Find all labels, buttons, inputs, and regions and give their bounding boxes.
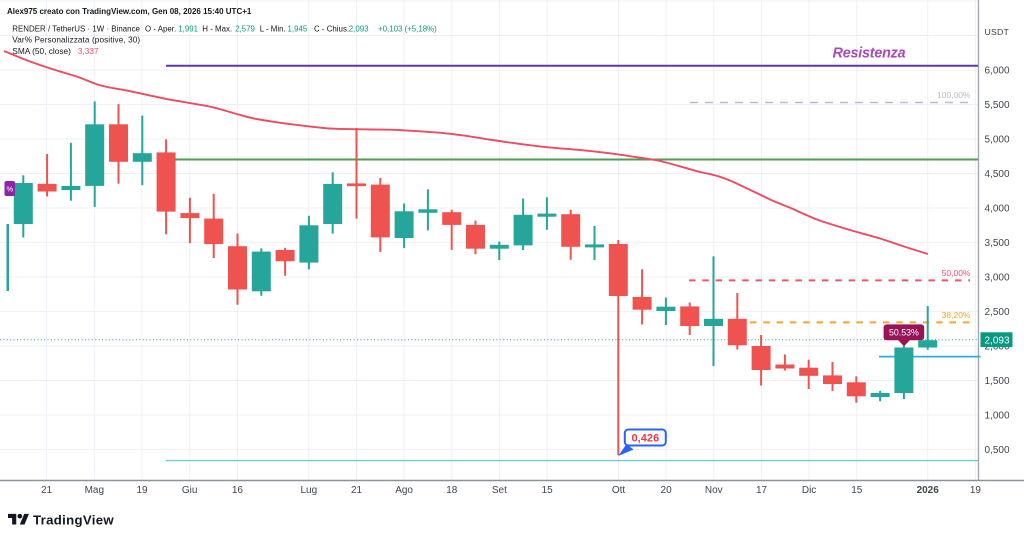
svg-text:15: 15: [542, 485, 554, 496]
svg-text:TradingView: TradingView: [33, 513, 114, 528]
svg-text:3,000: 3,000: [985, 273, 1010, 284]
svg-text:1,945: 1,945: [288, 25, 308, 34]
svg-text:50.53%: 50.53%: [889, 328, 919, 338]
svg-text:2,093: 2,093: [985, 335, 1010, 346]
svg-text:%: %: [6, 185, 13, 194]
svg-text:USDT: USDT: [985, 27, 1010, 37]
svg-text:RENDER / TetherUS · 1W · Binan: RENDER / TetherUS · 1W · Binance: [12, 25, 140, 34]
svg-text:3,337: 3,337: [78, 46, 99, 56]
svg-text:Dic: Dic: [802, 485, 816, 496]
svg-text:2,093: 2,093: [349, 25, 369, 34]
svg-text:38,20%: 38,20%: [942, 310, 971, 320]
svg-text:0,500: 0,500: [985, 445, 1010, 456]
svg-text:O - Aper.: O - Aper.: [145, 25, 176, 34]
svg-text:18: 18: [446, 485, 458, 496]
svg-text:1,000: 1,000: [985, 411, 1010, 422]
svg-text:SMA (50, close): SMA (50, close): [12, 46, 71, 56]
svg-text:2,000: 2,000: [985, 342, 1010, 353]
svg-text:Alex975 creato con TradingView: Alex975 creato con TradingView.com, Gen …: [7, 7, 252, 16]
svg-text:Ago: Ago: [395, 485, 413, 496]
svg-text:Ott: Ott: [612, 485, 626, 496]
svg-text:2,579: 2,579: [235, 25, 255, 34]
svg-text:4,000: 4,000: [985, 204, 1010, 215]
svg-text:3,500: 3,500: [985, 238, 1010, 249]
svg-text:0,426: 0,426: [632, 433, 660, 445]
svg-text:6,000: 6,000: [985, 66, 1010, 77]
svg-text:H - Max.: H - Max.: [202, 25, 232, 34]
svg-text:2026: 2026: [917, 485, 940, 496]
svg-text:20: 20: [661, 485, 673, 496]
svg-text:21: 21: [351, 485, 363, 496]
svg-text:L - Min.: L - Min.: [260, 25, 286, 34]
svg-text:Var% Personalizzata (positive,: Var% Personalizzata (positive, 30): [12, 36, 140, 45]
svg-text:17: 17: [756, 485, 768, 496]
svg-text:2,500: 2,500: [985, 307, 1010, 318]
svg-text:5,500: 5,500: [985, 100, 1010, 111]
svg-text:1,500: 1,500: [985, 376, 1010, 387]
svg-text:+0,103 (+5,18%): +0,103 (+5,18%): [378, 25, 437, 34]
svg-text:Lug: Lug: [300, 485, 317, 496]
svg-text:Resistenza: Resistenza: [833, 46, 906, 62]
svg-text:Nov: Nov: [705, 485, 723, 496]
svg-text:Mag: Mag: [85, 485, 104, 496]
svg-text:15: 15: [851, 485, 863, 496]
svg-text:Giu: Giu: [182, 485, 198, 496]
svg-text:4,500: 4,500: [985, 169, 1010, 180]
svg-text:50,00%: 50,00%: [942, 268, 971, 278]
svg-text:21: 21: [41, 485, 53, 496]
svg-text:5,000: 5,000: [985, 135, 1010, 146]
svg-text:19: 19: [136, 485, 148, 496]
svg-text:C - Chius.: C - Chius.: [314, 25, 349, 34]
svg-text:100,00%: 100,00%: [937, 90, 971, 100]
svg-text:16: 16: [232, 485, 244, 496]
svg-text:1,991: 1,991: [178, 25, 198, 34]
svg-text:Set: Set: [492, 485, 507, 496]
svg-text:19: 19: [970, 485, 982, 496]
